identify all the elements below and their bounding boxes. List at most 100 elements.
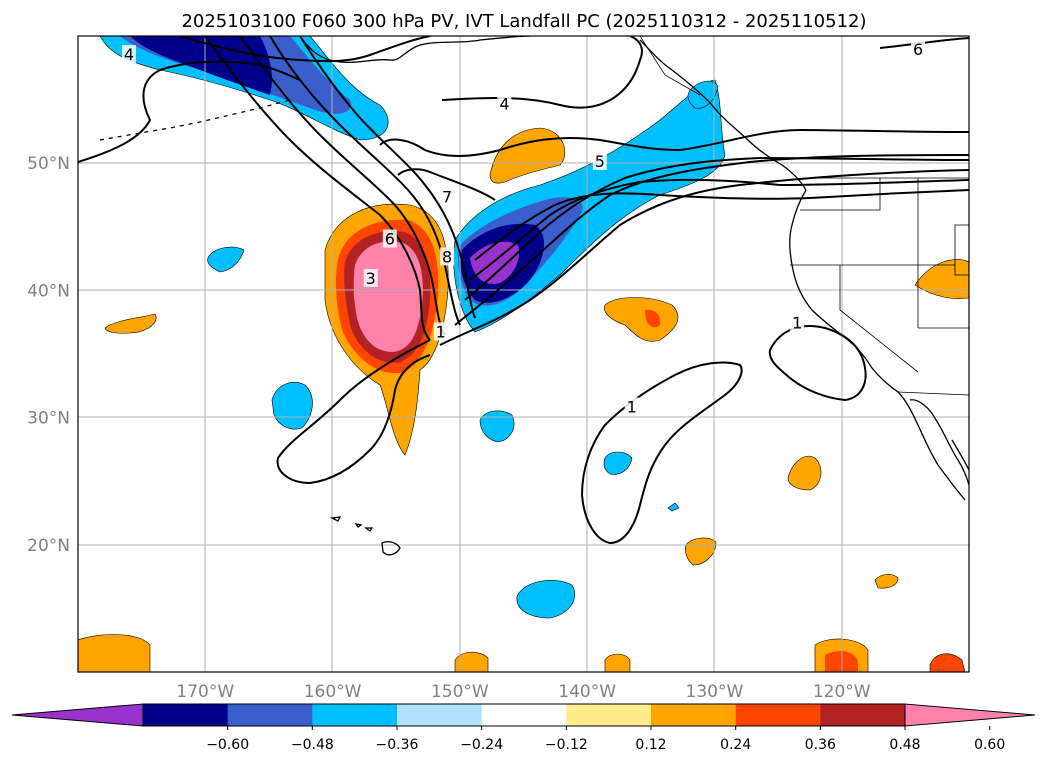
colorbar-extend-high (904, 703, 1036, 727)
colorbar-segment (397, 704, 483, 726)
contour-label-bg (433, 322, 448, 341)
pv-negative-blob-e (603, 451, 633, 475)
colorbar: −0.60 −0.48 −0.36 −0.24 −0.12 0.12 0.24 0.36 0.4… (11, 703, 1036, 753)
ivt-contour-4-north (441, 36, 643, 109)
pv-positive-blob-se (874, 574, 899, 589)
contour-label-bg (790, 313, 805, 332)
lon-tick-label: 150°W (431, 682, 489, 702)
pv-positive-blob-sw (78, 634, 151, 672)
pv-positive-blob-bottom-mid (454, 651, 489, 672)
ivt-contour-stream-a (204, 36, 431, 341)
contour-label-bg (121, 45, 136, 64)
pv-positive-blob-north (489, 127, 566, 184)
bc-coast (639, 39, 807, 191)
ivt-contour-1-south-loop (580, 361, 743, 545)
pv-negative-blob-a (207, 246, 245, 273)
ivt-contour-5-ring (379, 128, 969, 157)
ivt-contour-east-3 (464, 156, 969, 301)
colorbar-tick-label: −0.48 (291, 737, 334, 753)
ivt-contour-east-4 (469, 178, 969, 281)
ivt-contour-east-1 (439, 169, 969, 346)
colorbar-tick-label: 0.48 (889, 737, 920, 753)
contour-label: 7 (442, 188, 452, 207)
ivt-contour-1-coast-loop (768, 325, 867, 402)
contour-label: 5 (595, 152, 605, 171)
ivt-contour-1-northwest (78, 60, 301, 163)
contour-label: 6 (913, 40, 923, 59)
pv-negative-blob-d (516, 579, 576, 619)
ivt-contours (78, 36, 969, 545)
contour-label-bg (382, 229, 397, 248)
ivt-contour-east-5 (474, 189, 969, 261)
colorbar-segment (651, 704, 737, 726)
contour-label-bg (497, 94, 512, 113)
colorbar-tick-label: −0.24 (460, 737, 503, 753)
colorbar-segment (143, 704, 229, 726)
contour-labels: 4 4 6 5 7 6 8 3 1 1 1 (121, 39, 926, 416)
ivt-contour-east-2 (454, 154, 969, 326)
contour-label: 4 (499, 95, 509, 114)
colorbar-segment (227, 704, 313, 726)
pv-positive-blob-coast (914, 259, 969, 299)
map-panel: 4 4 6 5 7 6 8 3 1 1 1 (77, 35, 970, 673)
pv-negative-blob-f (667, 502, 680, 512)
pv-negative-blob-c (479, 410, 515, 443)
ivt-contour-4-northwest (179, 36, 431, 63)
lon-tick-label: 160°W (304, 682, 362, 702)
pv-negative-min-central (470, 241, 520, 284)
contour-label-bg (363, 268, 378, 287)
contour-label-bg (911, 39, 926, 58)
pv-positive-blob-east (604, 297, 679, 342)
lat-tick-label: 30°N (27, 409, 70, 429)
state-border-nv (839, 265, 919, 373)
map-frame (77, 35, 970, 673)
longitude-tick-labels: 170°W 160°W 150°W 140°W 130°W 120°W (176, 682, 870, 702)
us-west-coast (789, 189, 899, 393)
contour-label-bg (440, 247, 455, 266)
mainland-mexico-coast (951, 439, 969, 471)
colorbar-tick-label: 0.24 (720, 737, 751, 753)
colorbar-segment (312, 704, 398, 726)
contour-label-bg (624, 397, 639, 416)
alaska-canada-border (639, 36, 701, 96)
contour-label: 3 (366, 269, 376, 288)
contour-label: 8 (442, 247, 452, 266)
hawaii-island-a (364, 527, 374, 532)
contour-label: 4 (124, 45, 134, 64)
gulf-of-california (909, 399, 969, 486)
contour-label: 1 (792, 313, 802, 332)
contour-label: 1 (436, 322, 446, 341)
colorbar-tick-label: −0.12 (545, 737, 588, 753)
lat-tick-label: 40°N (27, 281, 70, 301)
ivt-contour-stream-c (269, 36, 461, 326)
lon-tick-label: 170°W (176, 682, 234, 702)
ivt-contour-stream-d (299, 36, 476, 319)
pv-positive-blob-corner (929, 653, 966, 672)
colorbar-segment (481, 704, 567, 726)
lat-tick-label: 20°N (27, 536, 70, 556)
colorbar-tick-label: −0.36 (376, 737, 419, 753)
lon-tick-label: 120°W (813, 682, 871, 702)
ivt-contour-stream-b (239, 36, 446, 336)
pv-positive-blob-bottom-small (604, 653, 631, 672)
contour-label: 1 (627, 397, 637, 416)
colorbar-tick-label: −0.60 (206, 737, 249, 753)
baja-california (897, 391, 966, 501)
state-border-wa-or (800, 178, 881, 211)
hawaii-island-main (381, 541, 401, 556)
contour-label-bg (592, 151, 607, 170)
lat-tick-label: 50°N (27, 154, 70, 174)
colorbar-segments (11, 703, 1036, 727)
us-mexico-border (897, 391, 969, 396)
pv-positive-blob-east-core (645, 309, 661, 328)
state-border-mt (954, 224, 969, 276)
colorbar-extend-low (11, 703, 144, 727)
map-title: 2025103100 F060 300 hPa PV, IVT Landfall… (181, 11, 866, 32)
colorbar-tick-label: 0.60 (974, 737, 1005, 753)
colorbar-tick-labels: −0.60 −0.48 −0.36 −0.24 −0.12 0.12 0.24 0.36 0.4… (206, 726, 1005, 753)
colorbar-tick-label: 0.36 (805, 737, 836, 753)
hawaii-island-c (329, 516, 342, 522)
pv-positive-blob-baja (787, 456, 822, 491)
latitude-tick-labels: 20°N 30°N 40°N 50°N (27, 154, 70, 556)
